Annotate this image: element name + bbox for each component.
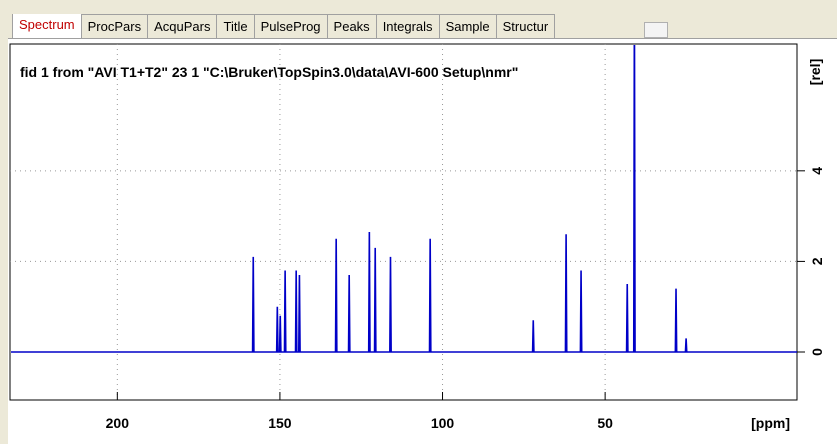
y-axis-label: [rel] [807,59,823,85]
spectrum-line [11,45,797,353]
x-axis-label: [ppm] [751,415,790,431]
y-tick-label: 0 [809,348,825,356]
tab[interactable]: ProcPars [80,14,149,38]
tab[interactable]: Peaks [326,14,377,38]
spectrum-title: fid 1 from "AVI T1+T2" 23 1 "C:\Bruker\T… [20,64,518,80]
plot-frame [9,43,798,401]
tab[interactable]: Spectrum [12,14,82,38]
y-tick-label: 4 [809,167,825,175]
tab[interactable]: PulseProg [253,14,328,38]
tab-scroll-arrows[interactable] [644,22,668,38]
tab[interactable]: Integrals [375,14,440,38]
y-tick-label: 2 [809,257,825,265]
x-tick-label: 100 [431,415,455,431]
tab[interactable]: Structur [495,14,556,38]
x-tick-label: 150 [268,415,292,431]
tab[interactable]: Sample [438,14,497,38]
x-tick-label: 50 [597,415,613,431]
tab-bar: Spectrum ProcPars AcquPars Title PulseProg Pe… [12,14,664,38]
tab[interactable]: AcquPars [147,14,218,38]
x-tick-label: 200 [106,415,130,431]
